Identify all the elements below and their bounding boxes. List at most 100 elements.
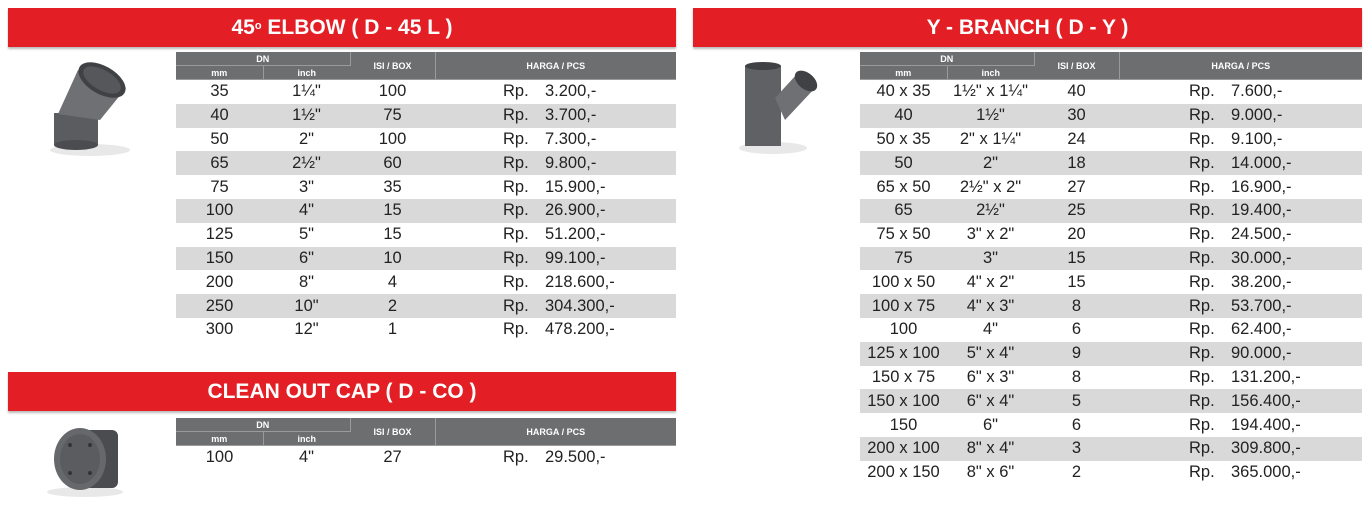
elbow-title-banner: 45 o ELBOW ( D - 45 L ) <box>8 8 676 47</box>
isi-box-cell: 5 <box>1034 389 1119 414</box>
mm-cell: 50 x 35 <box>876 129 931 148</box>
isi-box-cell: 4 <box>387 272 398 291</box>
price-cell: Rp. 7.600,- <box>1119 80 1362 104</box>
inch-cell: 1½" <box>947 103 1034 128</box>
table-row: 125 5" 15 Rp. 51.200,- <box>176 223 676 247</box>
inch-header: inch <box>263 431 350 446</box>
inch-cell: 8" x 4" <box>947 436 1034 461</box>
dn-header: DN <box>176 52 351 66</box>
dn-header: DN <box>860 52 1035 66</box>
table-row: 50 2" 100 Rp. 7.300,- <box>176 128 676 152</box>
inch-cell: 1½" x 1¼" <box>952 82 1028 101</box>
inch-cell: 8" <box>298 272 315 291</box>
price-cell: Rp. 7.300,- <box>435 128 676 152</box>
currency-label: Rp. <box>503 448 529 467</box>
isi-box-cell: 1 <box>387 320 398 339</box>
price-value: 9.100,- <box>1231 129 1283 148</box>
inch-cell: 4" x 3" <box>947 294 1034 318</box>
ybranch-title: Y - BRANCH ( D - Y ) <box>926 15 1129 39</box>
currency-label: Rp. <box>1189 153 1215 172</box>
price-cell: Rp. 62.400,- <box>1119 318 1362 342</box>
mm-cell: 75 x 50 <box>876 225 931 244</box>
inch-cell: 4" x 2" <box>966 272 1015 291</box>
isi-box-cell: 6 <box>1071 415 1082 434</box>
isi-box-cell: 15 <box>383 225 402 244</box>
inch-cell: 1¼" <box>292 82 321 101</box>
inch-cell: 6" x 4" <box>947 389 1034 414</box>
price-value: 218.600,- <box>545 272 615 291</box>
isi-box-cell: 100 <box>378 129 407 148</box>
table-row: 50 2" 18 Rp. 14.000,- <box>860 151 1362 176</box>
price-value: 365.000,- <box>1231 463 1301 482</box>
cleanout-title: CLEAN OUT CAP ( D - CO ) <box>207 379 477 403</box>
isi-box-cell: 25 <box>1034 198 1119 223</box>
currency-label: Rp. <box>503 82 529 101</box>
table-row: 40 1½" 75 Rp. 3.700,- <box>176 103 676 128</box>
isi-box-cell: 15 <box>350 198 435 223</box>
inch-header: inch <box>947 65 1034 80</box>
price-cell: Rp. 15.900,- <box>435 175 676 199</box>
cleanout-cap-image <box>47 428 123 497</box>
price-value: 99.100,- <box>545 248 606 267</box>
price-cell: Rp. 309.800,- <box>1119 436 1362 461</box>
table-row: 200 x 100 8" x 4" 3 Rp. 309.800,- <box>860 436 1362 461</box>
table-row: 75 3" 15 Rp. 30.000,- <box>860 246 1362 271</box>
currency-label: Rp. <box>503 248 529 267</box>
mm-cell: 200 x 100 <box>860 436 947 461</box>
currency-label: Rp. <box>1189 106 1215 125</box>
price-cell: Rp. 38.200,- <box>1119 270 1362 294</box>
harga-header: HARGA / PCS <box>435 418 676 446</box>
isi-box-cell: 60 <box>350 151 435 176</box>
inch-cell: 2½" <box>263 151 350 176</box>
isi-box-cell: 10 <box>350 246 435 271</box>
table-row: 125 x 100 5" x 4" 9 Rp. 90.000,- <box>860 341 1362 366</box>
dn-header: DN <box>176 418 351 432</box>
isi-box-cell: 3 <box>1034 436 1119 461</box>
isi-box-cell: 30 <box>1034 103 1119 128</box>
mm-cell: 100 x 50 <box>871 272 936 291</box>
isi-box-cell: 9 <box>1034 341 1119 366</box>
price-cell: Rp. 9.100,- <box>1119 128 1362 152</box>
elbow-title: ELBOW ( D - 45 L ) <box>261 15 453 39</box>
isi-box-cell: 27 <box>383 448 402 467</box>
mm-cell: 65 <box>860 198 947 223</box>
price-value: 7.300,- <box>545 129 597 148</box>
isi-box-cell: 75 <box>350 103 435 128</box>
price-cell: Rp. 51.200,- <box>435 223 676 247</box>
table-row: 40 1½" 30 Rp. 9.000,- <box>860 103 1362 128</box>
mm-header: mm <box>176 65 264 80</box>
mm-cell: 100 x 75 <box>860 294 947 318</box>
price-cell: Rp. 30.000,- <box>1119 246 1362 271</box>
table-row: 100 x 75 4" x 3" 8 Rp. 53.700,- <box>860 294 1362 318</box>
currency-label: Rp. <box>503 153 529 172</box>
table-row: 100 4" 6 Rp. 62.400,- <box>860 318 1362 342</box>
isi-box-cell: 18 <box>1034 151 1119 176</box>
table-row: 150 x 100 6" x 4" 5 Rp. 156.400,- <box>860 389 1362 414</box>
price-cell: Rp. 90.000,- <box>1119 341 1362 366</box>
currency-label: Rp. <box>1189 272 1215 291</box>
price-value: 9.800,- <box>545 153 597 172</box>
price-value: 53.700,- <box>1231 296 1292 315</box>
currency-label: Rp. <box>503 225 529 244</box>
mm-cell: 150 x 100 <box>860 389 947 414</box>
price-value: 16.900,- <box>1231 177 1292 196</box>
mm-cell: 300 <box>205 320 234 339</box>
price-cell: Rp. 156.400,- <box>1119 389 1362 414</box>
price-cell: Rp. 365.000,- <box>1119 461 1362 485</box>
table-row: 75 3" 35 Rp. 15.900,- <box>176 175 676 199</box>
cleanout-title-banner: CLEAN OUT CAP ( D - CO ) <box>8 372 676 411</box>
inch-cell: 4" <box>298 448 315 467</box>
inch-cell: 4" <box>263 198 350 223</box>
inch-cell: 12" <box>294 320 319 339</box>
isi-box-cell: 100 <box>378 82 407 101</box>
price-value: 38.200,- <box>1231 272 1292 291</box>
mm-cell: 200 x 150 <box>867 463 940 482</box>
currency-label: Rp. <box>1189 367 1215 386</box>
elbow-title-number: 45 <box>231 15 255 39</box>
mm-cell: 40 <box>860 103 947 128</box>
table-row: 100 4" 15 Rp. 26.900,- <box>176 198 676 223</box>
price-value: 15.900,- <box>545 177 606 196</box>
price-cell: Rp. 16.900,- <box>1119 175 1362 199</box>
table-row: 35 1¼" 100 Rp. 3.200,- <box>176 80 676 104</box>
isi-box-header: ISI / BOX <box>350 418 436 446</box>
